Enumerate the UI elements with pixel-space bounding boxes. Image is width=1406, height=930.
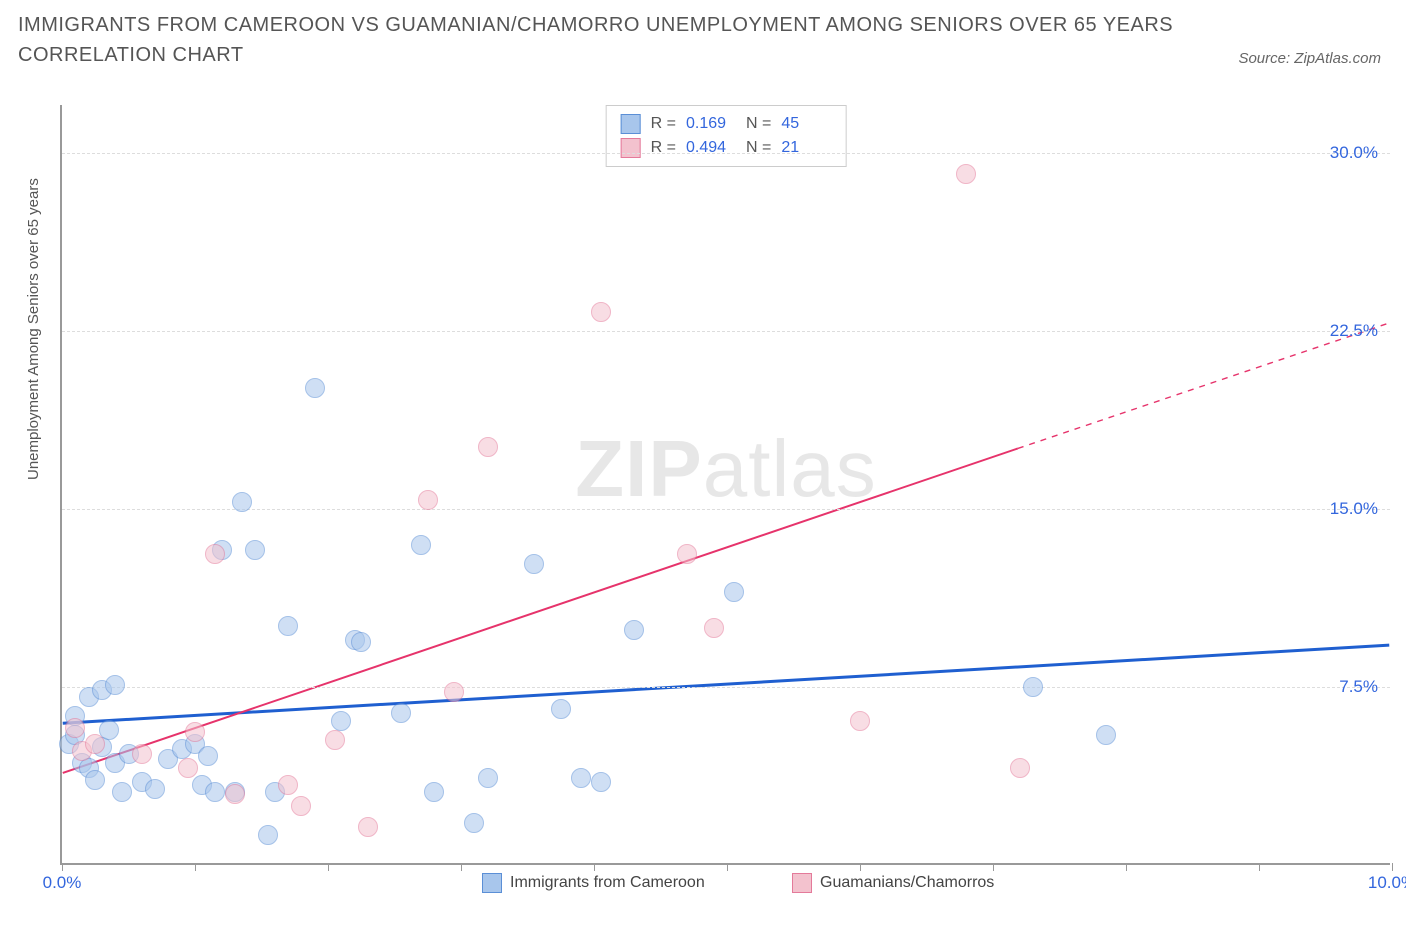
source-attribution: Source: ZipAtlas.com: [1238, 50, 1381, 67]
x-tick: [594, 863, 595, 871]
trend-lines-svg: [62, 105, 1390, 863]
x-tick: [1259, 863, 1260, 871]
gridline: [62, 153, 1390, 154]
gridline: [62, 687, 1390, 688]
stats-row-series-1: R = 0.494 N = 21: [621, 136, 832, 160]
x-tick: [1392, 863, 1393, 871]
data-point-series-0: [278, 616, 298, 636]
n-value-0: 45: [781, 115, 831, 133]
data-point-series-1: [278, 775, 298, 795]
watermark-bold: ZIP: [575, 424, 702, 513]
data-point-series-1: [591, 302, 611, 322]
data-point-series-0: [258, 825, 278, 845]
data-point-series-1: [1010, 758, 1030, 778]
n-label: N =: [746, 115, 771, 133]
bottom-legend-item: Guamanians/Chamorros: [792, 873, 994, 893]
watermark: ZIPatlas: [575, 423, 876, 515]
x-tick: [860, 863, 861, 871]
legend-swatch: [482, 873, 502, 893]
data-point-series-0: [351, 632, 371, 652]
data-point-series-1: [178, 758, 198, 778]
bottom-legend-item: Immigrants from Cameroon: [482, 873, 705, 893]
data-point-series-0: [391, 703, 411, 723]
x-tick: [461, 863, 462, 871]
data-point-series-0: [245, 540, 265, 560]
legend-label: Immigrants from Cameroon: [510, 874, 705, 892]
r-value-1: 0.494: [686, 139, 736, 157]
data-point-series-0: [724, 582, 744, 602]
data-point-series-0: [524, 554, 544, 574]
data-point-series-1: [704, 618, 724, 638]
r-label: R =: [651, 139, 676, 157]
data-point-series-1: [225, 784, 245, 804]
data-point-series-0: [112, 782, 132, 802]
gridline: [62, 509, 1390, 510]
data-point-series-0: [464, 813, 484, 833]
legend-label: Guamanians/Chamorros: [820, 874, 994, 892]
data-point-series-1: [291, 796, 311, 816]
r-label: R =: [651, 115, 676, 133]
data-point-series-1: [132, 744, 152, 764]
y-tick-label: 7.5%: [1339, 677, 1378, 697]
n-value-1: 21: [781, 139, 831, 157]
data-point-series-1: [358, 817, 378, 837]
data-point-series-1: [444, 682, 464, 702]
data-point-series-0: [571, 768, 591, 788]
data-point-series-0: [624, 620, 644, 640]
legend-swatch: [792, 873, 812, 893]
correlation-stats-box: R = 0.169 N = 45 R = 0.494 N = 21: [606, 105, 847, 167]
data-point-series-0: [424, 782, 444, 802]
data-point-series-1: [325, 730, 345, 750]
x-tick: [727, 863, 728, 871]
y-tick-label: 30.0%: [1330, 143, 1378, 163]
data-point-series-1: [65, 718, 85, 738]
chart-title: IMMIGRANTS FROM CAMEROON VS GUAMANIAN/CH…: [18, 10, 1206, 70]
data-point-series-0: [411, 535, 431, 555]
trend-line: [1018, 323, 1389, 449]
data-point-series-0: [105, 675, 125, 695]
data-point-series-0: [198, 746, 218, 766]
stats-row-series-0: R = 0.169 N = 45: [621, 112, 832, 136]
x-tick-label: 0.0%: [43, 873, 82, 893]
y-axis-label: Unemployment Among Seniors over 65 years: [25, 178, 42, 480]
x-tick: [62, 863, 63, 871]
data-point-series-0: [1023, 677, 1043, 697]
swatch-series-0: [621, 114, 641, 134]
data-point-series-0: [85, 770, 105, 790]
data-point-series-0: [331, 711, 351, 731]
trend-line: [63, 645, 1390, 723]
data-point-series-1: [956, 164, 976, 184]
data-point-series-1: [205, 544, 225, 564]
y-tick-label: 15.0%: [1330, 499, 1378, 519]
data-point-series-1: [85, 734, 105, 754]
trend-line: [63, 448, 1018, 773]
data-point-series-0: [1096, 725, 1116, 745]
x-tick: [195, 863, 196, 871]
x-tick: [1126, 863, 1127, 871]
y-tick-label: 22.5%: [1330, 321, 1378, 341]
data-point-series-0: [551, 699, 571, 719]
data-point-series-0: [205, 782, 225, 802]
data-point-series-1: [418, 490, 438, 510]
data-point-series-1: [478, 437, 498, 457]
gridline: [62, 331, 1390, 332]
data-point-series-0: [591, 772, 611, 792]
x-tick: [993, 863, 994, 871]
swatch-series-1: [621, 138, 641, 158]
data-point-series-1: [850, 711, 870, 731]
data-point-series-0: [478, 768, 498, 788]
watermark-light: atlas: [703, 424, 877, 513]
data-point-series-0: [232, 492, 252, 512]
scatter-plot-area: ZIPatlas R = 0.169 N = 45 R = 0.494 N = …: [60, 105, 1390, 865]
data-point-series-0: [305, 378, 325, 398]
n-label: N =: [746, 139, 771, 157]
x-tick: [328, 863, 329, 871]
data-point-series-0: [145, 779, 165, 799]
data-point-series-1: [185, 722, 205, 742]
data-point-series-1: [677, 544, 697, 564]
r-value-0: 0.169: [686, 115, 736, 133]
x-tick-label: 10.0%: [1368, 873, 1406, 893]
